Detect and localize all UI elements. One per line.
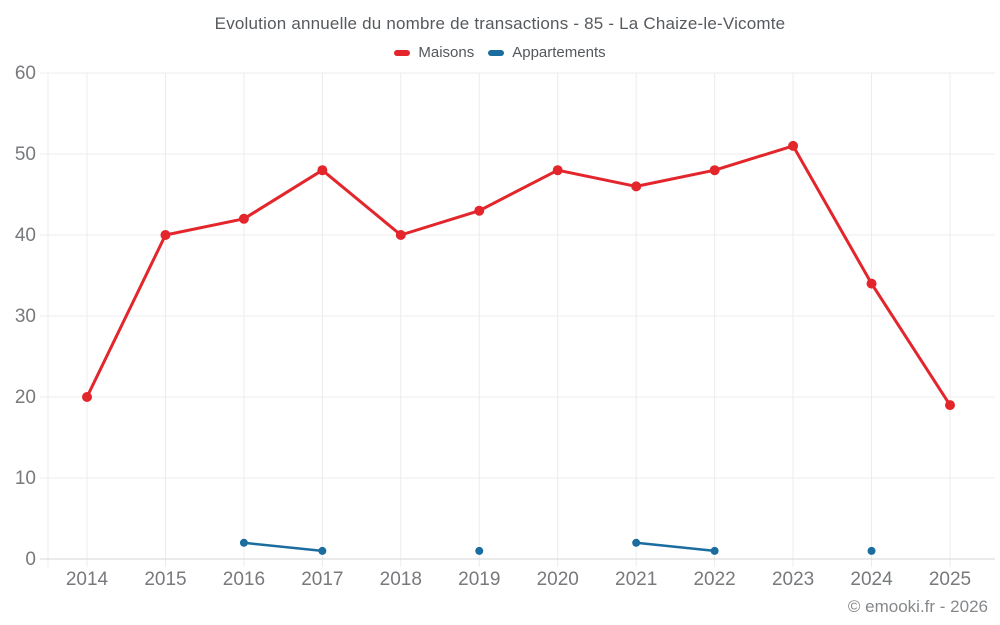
maisons-data-point[interactable] (945, 400, 955, 411)
x-axis-tick-label: 2015 (144, 569, 186, 590)
appartements-data-point[interactable] (475, 546, 484, 555)
y-axis-tick-label: 20 (15, 387, 36, 408)
x-axis-tick-label: 2025 (929, 569, 971, 590)
maisons-data-point[interactable] (160, 230, 171, 240)
maisons-swatch-icon (394, 49, 411, 56)
x-axis-tick-label: 2021 (615, 569, 657, 590)
y-axis-tick-label: 40 (15, 225, 36, 246)
y-axis-tick-label: 50 (15, 144, 36, 165)
appartements-data-point[interactable] (239, 538, 248, 547)
x-axis-tick-label: 2018 (380, 569, 422, 590)
y-axis-tick-label: 10 (15, 468, 36, 489)
x-axis-tick-label: 2024 (850, 569, 893, 590)
maisons-data-point[interactable] (709, 165, 720, 176)
maisons-data-point[interactable] (395, 230, 406, 240)
maisons-data-point[interactable] (866, 278, 877, 289)
appartements-data-point[interactable] (710, 546, 719, 555)
maisons-data-point[interactable] (238, 213, 249, 224)
appartements-swatch-icon (488, 49, 505, 56)
maisons-data-point[interactable] (474, 205, 485, 216)
x-axis-tick-label: 2023 (772, 569, 814, 590)
attribution-text: © emooki.fr - 2026 (847, 597, 988, 616)
x-axis-tick-label: 2014 (66, 569, 109, 590)
x-axis-tick-label: 2020 (537, 569, 579, 590)
chart-title: Evolution annuelle du nombre de transact… (214, 14, 786, 33)
legend: Maisons Appartements (0, 44, 1000, 61)
legend-label-appartements: Appartements (512, 44, 606, 61)
appartements-data-point[interactable] (318, 546, 327, 555)
x-axis-tick-label: 2019 (458, 569, 500, 590)
x-axis-tick-label: 2016 (223, 569, 265, 590)
maisons-data-point[interactable] (552, 165, 563, 176)
legend-item-maisons[interactable]: Maisons (394, 44, 474, 61)
legend-item-appartements[interactable]: Appartements (488, 44, 606, 61)
maisons-line (85, 144, 952, 407)
y-axis-tick-label: 60 (15, 63, 36, 84)
appartements-line (242, 541, 324, 553)
maisons-data-point[interactable] (82, 392, 92, 402)
y-axis-tick-label: 30 (15, 306, 36, 327)
x-axis-tick-label: 2022 (693, 569, 735, 590)
legend-label-maisons: Maisons (418, 44, 475, 61)
maisons-data-point[interactable] (631, 181, 642, 192)
x-axis-tick-label: 2017 (301, 569, 343, 590)
appartements-data-point[interactable] (632, 538, 641, 547)
appartements-line (634, 541, 716, 553)
maisons-data-point[interactable] (788, 140, 799, 151)
maisons-data-point[interactable] (317, 165, 328, 176)
y-axis-tick-label: 0 (25, 549, 36, 570)
appartements-data-point[interactable] (867, 546, 876, 555)
